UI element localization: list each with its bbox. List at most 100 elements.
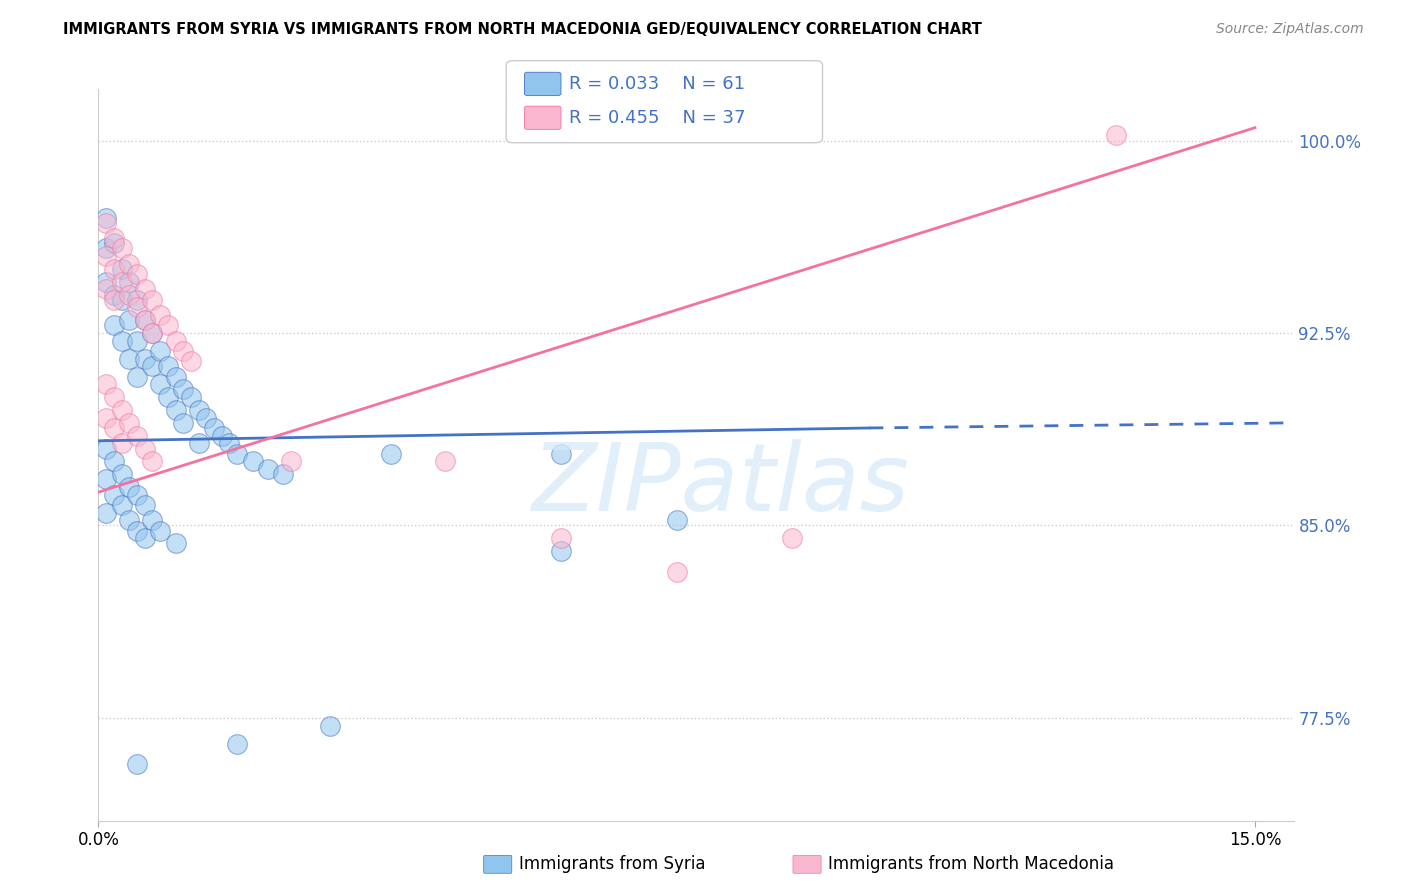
Point — [380, 447, 402, 461]
Point — [156, 318, 179, 333]
Point — [141, 454, 163, 468]
Point — [550, 532, 572, 546]
Point — [165, 536, 187, 550]
Point — [118, 351, 141, 366]
Text: Source: ZipAtlas.com: Source: ZipAtlas.com — [1216, 22, 1364, 37]
Point — [110, 241, 132, 255]
Point — [665, 513, 688, 527]
Point — [156, 359, 179, 374]
Point — [180, 390, 202, 404]
Point — [110, 261, 132, 276]
Point — [125, 267, 148, 281]
Point — [110, 467, 132, 482]
Point — [257, 462, 280, 476]
Point — [103, 488, 125, 502]
Point — [141, 359, 163, 374]
Point — [149, 343, 172, 358]
Point — [218, 436, 240, 450]
Text: Immigrants from Syria: Immigrants from Syria — [519, 855, 706, 873]
Point — [94, 249, 117, 263]
Point — [187, 436, 209, 450]
Point — [125, 428, 148, 442]
Point — [172, 343, 194, 358]
Point — [118, 480, 141, 494]
Point — [665, 565, 688, 579]
Text: R = 0.033    N = 61: R = 0.033 N = 61 — [569, 75, 745, 93]
Point — [226, 737, 249, 751]
Point — [103, 236, 125, 251]
Point — [149, 308, 172, 322]
Point — [103, 293, 125, 307]
Point — [118, 275, 141, 289]
Point — [226, 447, 249, 461]
Point — [156, 390, 179, 404]
Point — [103, 231, 125, 245]
Point — [319, 719, 342, 733]
Point — [280, 454, 302, 468]
Point — [110, 436, 132, 450]
Point — [134, 532, 156, 546]
Point — [94, 275, 117, 289]
Point — [187, 403, 209, 417]
Point — [141, 326, 163, 340]
Point — [125, 293, 148, 307]
Point — [94, 282, 117, 296]
Point — [782, 532, 804, 546]
Point — [273, 467, 295, 482]
Point — [94, 442, 117, 456]
Point — [94, 216, 117, 230]
Point — [134, 351, 156, 366]
Point — [125, 757, 148, 772]
Point — [141, 293, 163, 307]
Point — [211, 428, 233, 442]
Point — [172, 383, 194, 397]
Point — [118, 416, 141, 430]
Text: ZIPatlas: ZIPatlas — [531, 439, 908, 530]
Point — [242, 454, 264, 468]
Point — [118, 287, 141, 301]
Point — [94, 241, 117, 255]
Point — [110, 334, 132, 348]
Point — [94, 472, 117, 486]
Point — [94, 506, 117, 520]
Point — [165, 403, 187, 417]
Point — [103, 390, 125, 404]
Point — [195, 410, 218, 425]
Point — [103, 421, 125, 435]
Point — [172, 416, 194, 430]
Point — [125, 488, 148, 502]
Point — [94, 211, 117, 225]
Point — [134, 313, 156, 327]
Point — [118, 257, 141, 271]
Point — [103, 318, 125, 333]
Point — [125, 334, 148, 348]
Point — [202, 421, 225, 435]
Point — [134, 282, 156, 296]
Point — [118, 513, 141, 527]
Point — [134, 498, 156, 512]
Point — [103, 287, 125, 301]
Point — [165, 369, 187, 384]
Point — [434, 454, 457, 468]
Text: R = 0.455    N = 37: R = 0.455 N = 37 — [569, 109, 747, 127]
Point — [149, 377, 172, 392]
Point — [141, 513, 163, 527]
Text: Immigrants from North Macedonia: Immigrants from North Macedonia — [828, 855, 1114, 873]
Point — [118, 313, 141, 327]
Point — [134, 313, 156, 327]
Point — [134, 442, 156, 456]
Point — [125, 524, 148, 538]
Text: IMMIGRANTS FROM SYRIA VS IMMIGRANTS FROM NORTH MACEDONIA GED/EQUIVALENCY CORRELA: IMMIGRANTS FROM SYRIA VS IMMIGRANTS FROM… — [63, 22, 983, 37]
Point — [125, 369, 148, 384]
Point — [110, 498, 132, 512]
Point — [94, 410, 117, 425]
Point — [110, 275, 132, 289]
Point — [149, 524, 172, 538]
Point — [110, 293, 132, 307]
Point — [165, 334, 187, 348]
Point — [94, 377, 117, 392]
Point — [141, 326, 163, 340]
Point — [180, 354, 202, 368]
Point — [103, 454, 125, 468]
Point — [110, 403, 132, 417]
